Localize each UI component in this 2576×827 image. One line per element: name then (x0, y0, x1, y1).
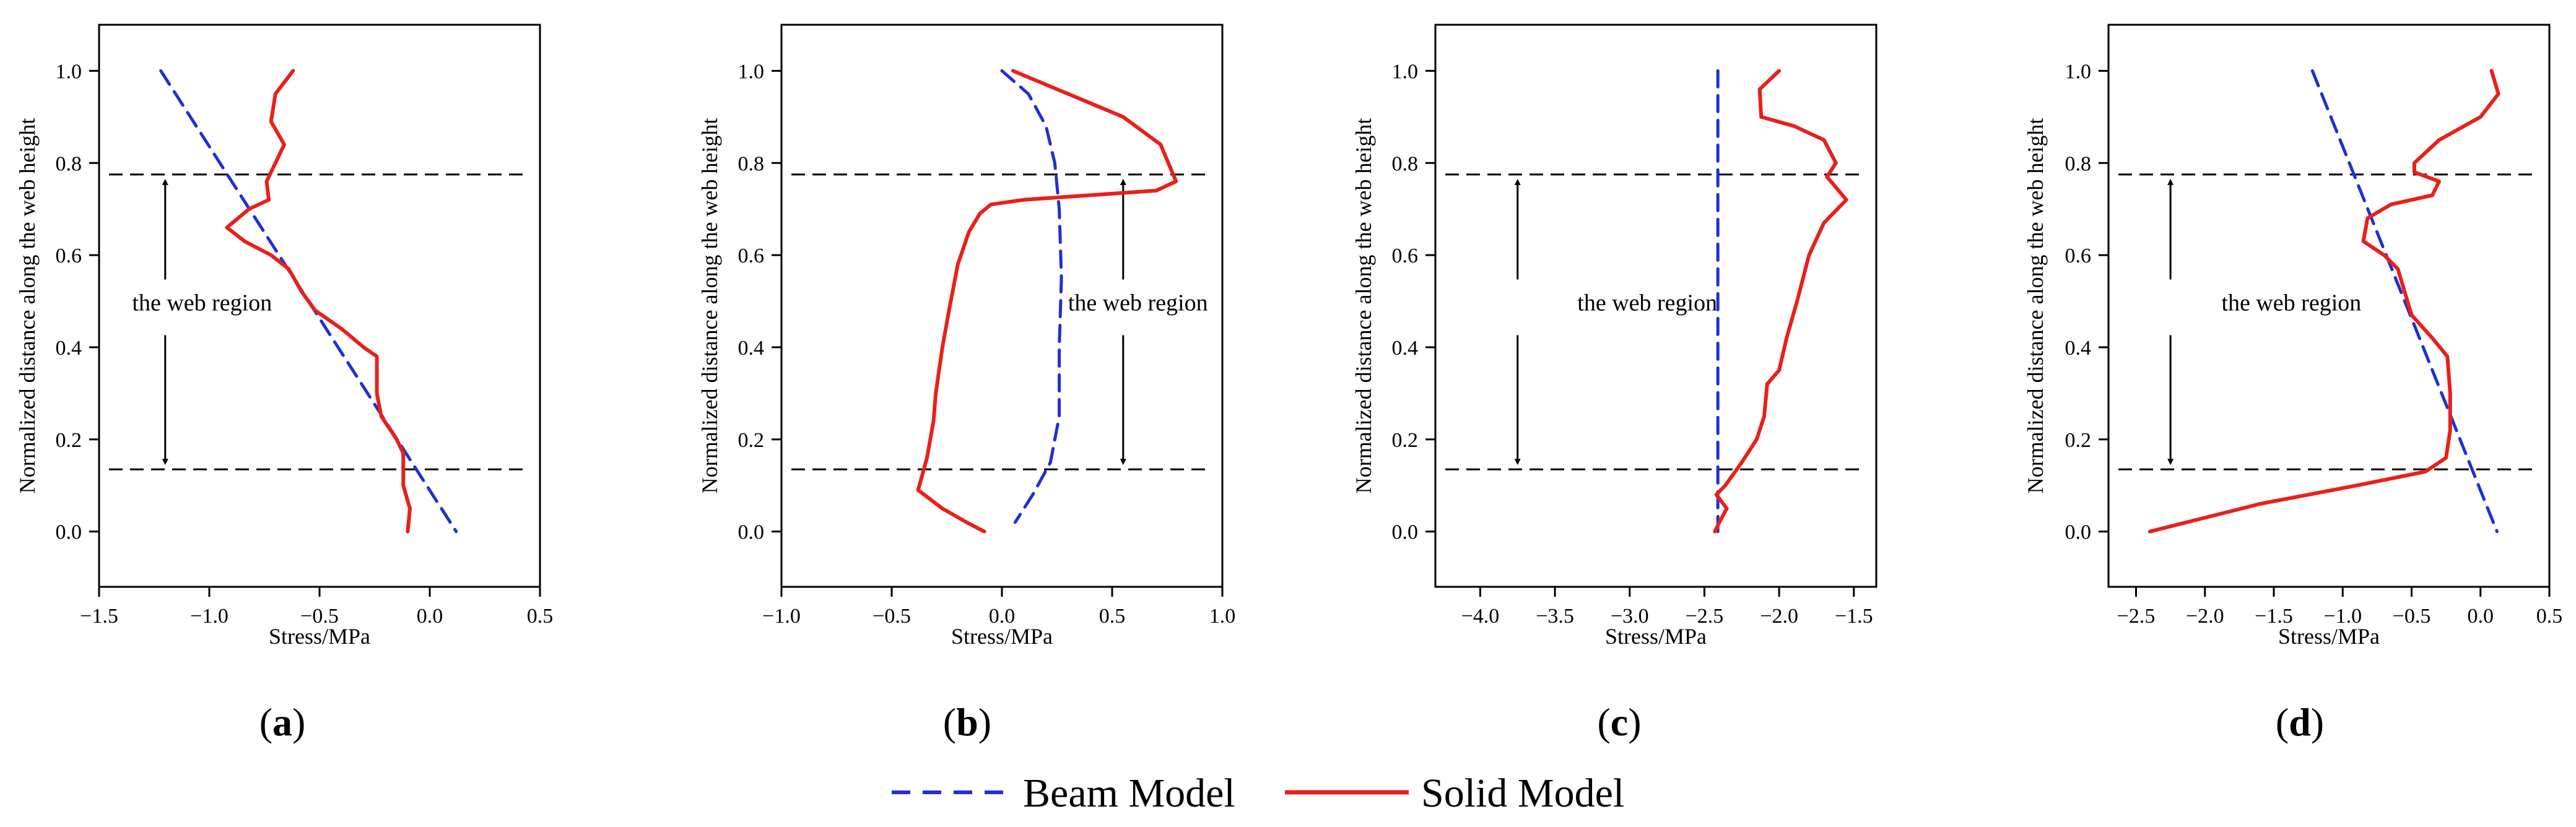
y-tick-label: 1.0 (56, 60, 82, 83)
y-tick-label: 1.0 (2065, 60, 2092, 83)
web-region-label: the web region (1577, 290, 1717, 316)
y-tick-label: 0.8 (56, 152, 82, 175)
panel-label: (c) (1597, 700, 1641, 744)
x-tick-label: 0.0 (2468, 605, 2494, 628)
web-region-label: the web region (132, 290, 272, 316)
plot-frame (2107, 24, 2551, 588)
solid-model-series (225, 69, 412, 534)
y-tick-label: 0.0 (1392, 521, 1419, 544)
legend: Beam Model Solid Model (892, 771, 1624, 816)
x-tick-label: 0.0 (417, 605, 443, 628)
y-tick-label: 0.8 (738, 152, 765, 175)
x-tick-label: 1.0 (1209, 605, 1236, 628)
x-tick-label: −1.0 (762, 605, 801, 628)
x-tick-label: −2.5 (1686, 605, 1724, 628)
y-tick-label: 0.0 (2065, 521, 2092, 544)
x-tick-label: 0.5 (2536, 605, 2563, 628)
y-tick-label: 0.4 (1392, 337, 1419, 360)
solid-model-series (1713, 69, 1848, 534)
x-tick-label: −3.5 (1536, 605, 1574, 628)
y-tick-label: 0.2 (56, 429, 82, 452)
panel-label: (b) (943, 700, 991, 744)
y-axis-title: Normalized distance along the web height (2023, 118, 2048, 494)
y-tick-label: 0.2 (1392, 429, 1419, 452)
y-tick-label: 0.4 (56, 337, 82, 360)
y-tick-label: 0.4 (738, 337, 765, 360)
beam-model-series (1000, 69, 1063, 524)
plot-frame (1434, 24, 1878, 588)
y-tick-label: 0.8 (2065, 152, 2092, 175)
y-tick-label: 0.8 (1392, 152, 1419, 175)
x-tick-label: −1.5 (80, 605, 118, 628)
panel-letter: d (2289, 700, 2311, 744)
panel-letter: b (956, 700, 978, 744)
y-tick-label: 1.0 (1392, 60, 1419, 83)
y-tick-label: 0.0 (738, 521, 765, 544)
beam-model-series (2310, 69, 2499, 534)
x-tick-label: 0.5 (1099, 605, 1126, 628)
x-tick-label: −2.0 (2186, 605, 2224, 628)
panel-letter: a (272, 700, 292, 744)
y-tick-label: 0.6 (738, 245, 765, 267)
y-tick-label: 0.2 (738, 429, 765, 452)
x-tick-label: −1.0 (2323, 605, 2362, 628)
x-tick-label: −0.5 (300, 605, 339, 628)
x-tick-label: −0.5 (872, 605, 911, 628)
x-tick-label: −1.5 (1835, 605, 1873, 628)
y-axis-title: Normalized distance along the web height (697, 118, 722, 494)
web-region-label: the web region (2221, 290, 2361, 316)
y-tick-label: 1.0 (738, 60, 765, 83)
y-tick-label: 0.2 (2065, 429, 2092, 452)
y-axis-title: Normalized distance along the web height (15, 118, 40, 494)
x-tick-label: −2.5 (2117, 605, 2156, 628)
x-tick-label: −2.0 (1760, 605, 1798, 628)
x-tick-label: −0.5 (2393, 605, 2431, 628)
x-tick-label: −1.0 (190, 605, 228, 628)
x-axis-title: Stress/MPa (2278, 624, 2380, 649)
y-tick-label: 0.6 (56, 245, 82, 267)
x-tick-label: 0.0 (989, 605, 1016, 628)
legend-beam-label: Beam Model (1023, 771, 1235, 816)
panel-label: (d) (2276, 700, 2324, 744)
panel-c: −4.0 −3.5 −3.0 −2.5 −2.0 −1.5 0.0 0.2 0.4 0.6 0.8 1… (1351, 24, 1878, 744)
panel-b: −1.0 −0.5 0.0 0.5 1.0 0.0 0.2 0.4 0.6 0.8 1.0 Stres… (697, 24, 1236, 744)
x-axis-title: Stress/MPa (951, 624, 1053, 649)
y-tick-label: 0.6 (1392, 245, 1419, 267)
y-tick-label: 0.6 (2065, 245, 2092, 267)
x-axis-title: Stress/MPa (269, 624, 370, 649)
x-tick-label: −4.0 (1461, 605, 1500, 628)
solid-model-series (916, 69, 1178, 534)
panel-letter: c (1611, 700, 1628, 744)
panel-d: −2.5 −2.0 −1.5 −1.0 −0.5 0.0 0.5 0.0 0.2 0.4 0.6 0.… (2023, 24, 2563, 744)
solid-model-series (2147, 69, 2500, 534)
x-tick-label: 0.5 (527, 605, 554, 628)
panel-label: (a) (259, 700, 306, 744)
y-axis-title: Normalized distance along the web height (1351, 118, 1376, 494)
x-tick-label: −1.5 (2255, 605, 2293, 628)
x-axis-title: Stress/MPa (1605, 624, 1707, 649)
y-tick-label: 0.4 (2065, 337, 2092, 360)
x-tick-label: −3.0 (1611, 605, 1649, 628)
web-region-label: the web region (1068, 290, 1208, 316)
panel-a: −1.5 −1.0 −0.5 0.0 0.5 0.0 0.2 0.4 0.6 0.8 1.0 Stre… (15, 24, 554, 744)
legend-solid-label: Solid Model (1421, 771, 1624, 816)
y-tick-label: 0.0 (56, 521, 82, 544)
